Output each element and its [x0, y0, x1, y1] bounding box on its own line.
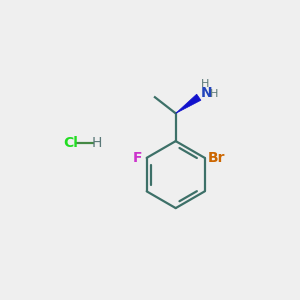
- Text: H: H: [201, 79, 209, 89]
- Text: Cl: Cl: [63, 136, 78, 150]
- Text: H: H: [92, 136, 102, 150]
- Text: Br: Br: [208, 151, 225, 165]
- Polygon shape: [176, 94, 201, 113]
- Text: F: F: [133, 151, 143, 165]
- Text: N: N: [200, 86, 212, 100]
- Text: H: H: [210, 89, 218, 99]
